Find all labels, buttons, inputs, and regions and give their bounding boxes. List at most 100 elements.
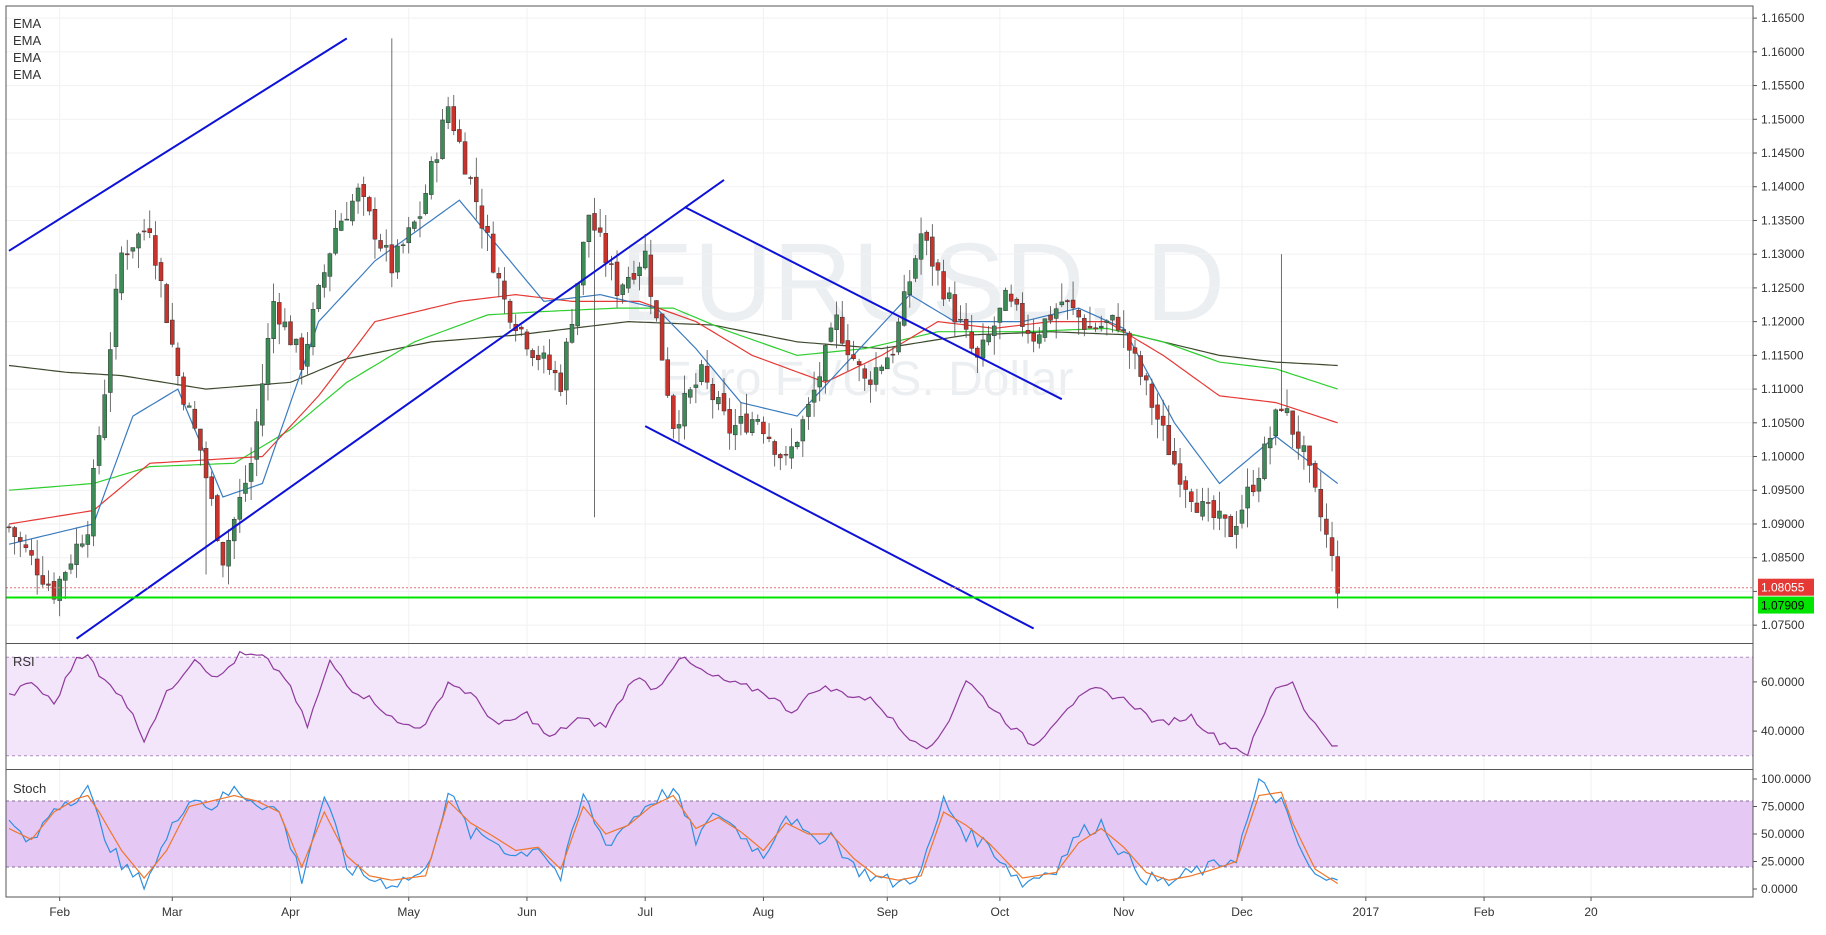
date-tick-label: Aug xyxy=(753,905,774,919)
bearish-candle xyxy=(547,354,552,370)
ema-label-4: EMA xyxy=(13,67,42,82)
bullish-candle xyxy=(828,327,834,342)
bearish-candle xyxy=(23,544,29,548)
bullish-candle xyxy=(992,325,997,336)
bearish-candle xyxy=(1144,375,1149,381)
bullish-candle xyxy=(271,301,276,339)
bearish-candle xyxy=(124,253,130,256)
bearish-candle xyxy=(372,209,378,240)
rsi-band-fill xyxy=(6,657,1753,756)
bearish-candle xyxy=(457,129,462,142)
bearish-candle xyxy=(1065,300,1070,303)
bullish-candle xyxy=(344,218,350,221)
bearish-candle xyxy=(1329,537,1335,556)
bullish-candle xyxy=(186,405,192,408)
bearish-candle xyxy=(1324,518,1329,535)
stoch-tick-label: 25.0000 xyxy=(1761,855,1805,869)
bearish-candle xyxy=(631,273,637,280)
stoch-tick-label: 75.0000 xyxy=(1761,800,1805,814)
bullish-candle xyxy=(1053,308,1059,319)
bearish-candle xyxy=(1093,327,1098,330)
stoch-tick-label: 0.0000 xyxy=(1761,882,1798,896)
trendline-4 xyxy=(684,206,1063,401)
bullish-candle xyxy=(980,339,986,359)
bearish-candle xyxy=(170,319,175,345)
bullish-candle xyxy=(327,253,333,277)
bearish-candle xyxy=(1048,314,1053,321)
bullish-candle xyxy=(400,244,406,247)
last-price-tag: 1.08055 xyxy=(1758,578,1814,596)
stoch-pane xyxy=(6,778,1753,891)
bullish-candle xyxy=(130,247,136,252)
bullish-candle xyxy=(113,288,119,347)
bullish-candle xyxy=(57,578,62,601)
bullish-candle xyxy=(445,106,451,123)
ema-label-1: EMA xyxy=(13,16,42,31)
bullish-candle xyxy=(79,543,85,547)
bullish-candle xyxy=(564,341,569,391)
bullish-candle xyxy=(1003,289,1008,311)
bearish-candle xyxy=(727,409,732,434)
bullish-candle xyxy=(102,394,107,438)
bearish-candle xyxy=(153,235,158,266)
price-tick-label: 1.12000 xyxy=(1761,315,1805,329)
bearish-candle xyxy=(1132,347,1138,354)
rsi-pane xyxy=(6,650,1753,757)
bullish-candle xyxy=(338,220,344,231)
stoch-band-fill xyxy=(6,801,1753,867)
price-tick-label: 1.12500 xyxy=(1761,281,1805,295)
price-tick-label: 1.13500 xyxy=(1761,213,1805,227)
bearish-candle xyxy=(507,300,513,323)
price-tick-label: 1.09000 xyxy=(1761,517,1805,531)
bearish-candle xyxy=(164,284,169,323)
price-tick-label: 1.16000 xyxy=(1761,45,1805,59)
price-tick-label: 1.14000 xyxy=(1761,180,1805,194)
bearish-candle xyxy=(862,368,868,379)
bullish-candle xyxy=(620,284,625,295)
bullish-candle xyxy=(395,245,400,273)
bullish-candle xyxy=(1042,318,1048,338)
bearish-candle xyxy=(519,326,524,330)
bullish-candle xyxy=(637,266,642,277)
bullish-candle xyxy=(350,200,355,222)
support-price-tag: 1.07909 xyxy=(1758,596,1814,614)
bullish-candle xyxy=(581,241,586,286)
bullish-candle xyxy=(1262,443,1267,479)
bearish-candle xyxy=(1228,516,1233,537)
bearish-candle xyxy=(535,354,541,361)
bullish-candle xyxy=(282,321,288,328)
bearish-candle xyxy=(1076,309,1081,318)
date-tick-label: Mar xyxy=(162,905,183,919)
bearish-candle xyxy=(1222,514,1228,519)
bearish-candle xyxy=(1127,332,1132,351)
bullish-candle xyxy=(806,404,811,417)
bearish-candle xyxy=(710,384,715,401)
bearish-candle xyxy=(215,495,220,541)
bearish-candle xyxy=(220,542,226,566)
bearish-candle xyxy=(1155,404,1160,420)
bearish-candle xyxy=(524,331,530,350)
bearish-candle xyxy=(1166,424,1172,456)
bullish-candle xyxy=(575,283,580,327)
rsi-line xyxy=(8,650,1338,757)
bearish-candle xyxy=(659,313,665,361)
bearish-candle xyxy=(648,254,654,297)
bearish-candle xyxy=(1318,489,1324,518)
bullish-candle xyxy=(429,161,434,195)
bearish-candle xyxy=(1070,299,1076,309)
bullish-candle xyxy=(794,441,800,448)
bullish-candle xyxy=(254,421,259,460)
bullish-candle xyxy=(1200,501,1205,517)
bullish-candle xyxy=(434,159,440,163)
bearish-candle xyxy=(952,294,958,323)
bullish-candle xyxy=(440,119,445,159)
date-tick-label: Jul xyxy=(638,905,653,919)
date-tick-label: 20 xyxy=(1584,905,1598,919)
bullish-candle xyxy=(682,393,687,427)
ema_green-line xyxy=(8,307,1338,491)
bullish-candle xyxy=(248,463,254,482)
bullish-candle xyxy=(68,563,74,570)
bullish-candle xyxy=(316,285,321,310)
bullish-candle xyxy=(541,352,547,359)
